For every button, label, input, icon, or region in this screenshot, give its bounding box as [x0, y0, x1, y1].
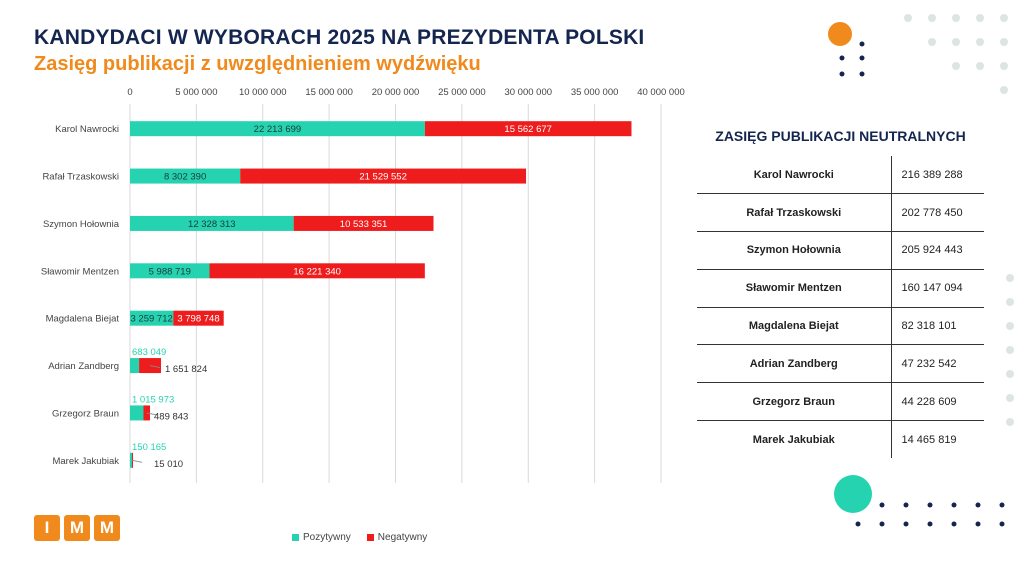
decor-bottom-right	[834, 475, 1005, 527]
candidate-name: Rafał Trzaskowski	[697, 193, 892, 233]
neutral-value: 205 924 443	[891, 231, 984, 270]
leader-line	[146, 412, 157, 416]
data-label-positive: 22 213 699	[254, 124, 302, 135]
y-tick-label: Magdalena Biejat	[46, 314, 120, 325]
neutral-value: 160 147 094	[891, 269, 984, 308]
legend-item-negative: Negatywny	[366, 532, 428, 543]
neutral-value: 82 318 101	[891, 307, 984, 346]
y-tick-label: Szymon Hołownia	[43, 219, 120, 230]
data-label-positive: 12 328 313	[188, 219, 236, 230]
bar-positive	[130, 310, 174, 326]
bar-negative	[424, 121, 632, 137]
data-label-positive: 3 259 712	[131, 314, 173, 325]
candidate-name: Karol Nawrocki	[697, 156, 892, 195]
data-label-negative: 15 562 677	[504, 124, 552, 135]
orange-circle-decor	[828, 22, 852, 46]
logo-letter: M	[64, 515, 90, 541]
y-tick-label: Adrian Zandberg	[48, 361, 119, 372]
bar-chart: 0 5 000 000 10 000 000 15 000 000 20 000 000…	[41, 87, 685, 483]
leader-line	[132, 459, 143, 463]
imm-logo: I M M	[34, 515, 120, 541]
chart-subtitle: Zasięg publikacji z uwzględnieniem wydźw…	[34, 53, 481, 75]
table-row: Karol Nawrocki 216 389 288	[697, 156, 984, 195]
neutral-value: 44 228 609	[891, 382, 984, 422]
bar-positive	[130, 263, 210, 279]
table-row: Szymon Hołownia 205 924 443	[697, 231, 984, 270]
data-label-negative: 489 843	[154, 411, 188, 422]
data-label-positive: 1 015 973	[132, 394, 174, 405]
candidate-name: Marek Jakubiak	[697, 420, 892, 459]
legend-label-positive: Pozytywny	[303, 532, 351, 543]
neutral-value: 47 232 542	[891, 344, 984, 384]
decor-top-right	[828, 14, 1008, 94]
bar-positive	[130, 215, 294, 231]
candidate-name: Grzegorz Braun	[697, 382, 892, 422]
data-label-positive: 8 302 390	[164, 172, 206, 183]
x-tick-label: 35 000 000	[571, 87, 619, 98]
logo-letter: I	[34, 515, 60, 541]
bar-negative	[209, 263, 425, 279]
data-label-negative: 10 533 351	[340, 219, 388, 230]
data-label-negative: 16 221 340	[293, 266, 341, 277]
data-label-positive: 5 988 719	[149, 266, 191, 277]
bar-positive	[130, 168, 241, 184]
bar-positive	[130, 358, 140, 374]
legend-item-positive: Pozytywny	[292, 532, 351, 543]
x-tick-label: 15 000 000	[305, 87, 353, 98]
table-row: Rafał Trzaskowski 202 778 450	[697, 193, 984, 233]
data-label-negative: 1 651 824	[165, 364, 207, 375]
bar-positive	[130, 452, 132, 468]
teal-circle-decor	[834, 475, 872, 513]
candidate-name: Adrian Zandberg	[697, 344, 892, 384]
logo-letter: M	[94, 515, 120, 541]
table-row: Adrian Zandberg 47 232 542	[697, 344, 984, 384]
x-tick-label: 0	[127, 87, 132, 98]
x-tick-label: 20 000 000	[372, 87, 420, 98]
candidate-name: Szymon Hołownia	[697, 231, 892, 270]
data-label-positive: 683 049	[132, 347, 166, 358]
neutral-value: 14 465 819	[901, 433, 957, 446]
data-label-negative: 15 010	[154, 459, 183, 470]
table-row: Marek Jakubiak 14 465 819	[697, 420, 984, 459]
chart-title: KANDYDACI W WYBORACH 2025 NA PREZYDENTA …	[34, 26, 645, 49]
decor-right-side	[1006, 274, 1014, 426]
y-tick-label: Marek Jakubiak	[52, 456, 119, 467]
bar-positive	[130, 121, 425, 137]
y-tick-label: Rafał Trzaskowski	[42, 172, 119, 183]
leader-line	[149, 365, 161, 368]
bar-negative	[293, 215, 434, 231]
bar-negative	[173, 310, 224, 326]
neutral-value: 202 778 450	[891, 193, 984, 233]
data-label-negative: 3 798 748	[177, 314, 219, 325]
legend-swatch-negative	[366, 534, 374, 541]
x-tick-label: 25 000 000	[438, 87, 486, 98]
bar-positive	[130, 405, 144, 421]
bar-negative	[240, 168, 527, 184]
x-tick-label: 30 000 000	[504, 87, 552, 98]
neutral-reach-table: Karol Nawrocki 216 389 288 Rafał Trzaskow…	[697, 156, 984, 459]
x-tick-label: 5 000 000	[175, 87, 217, 98]
y-tick-label: Sławomir Mentzen	[41, 266, 119, 277]
table-row: Grzegorz Braun 44 228 609	[697, 382, 984, 422]
chart-legend: Pozytywny Negatywny	[292, 532, 427, 543]
y-tick-label: Karol Nawrocki	[55, 124, 119, 135]
legend-swatch-positive	[292, 534, 299, 541]
y-tick-label: Grzegorz Braun	[52, 408, 119, 419]
data-label-negative: 21 529 552	[359, 172, 407, 183]
neutral-value: 216 389 288	[891, 156, 984, 195]
legend-label-negative: Negatywny	[377, 532, 428, 543]
x-tick-label: 40 000 000	[637, 87, 685, 98]
neutral-table-title: ZASIĘG PUBLIKACJI NEUTRALNYCH	[715, 128, 966, 144]
table-row: Magdalena Biejat 82 318 101	[697, 307, 984, 346]
data-label-positive: 150 165	[132, 442, 166, 453]
candidate-name: Sławomir Mentzen	[697, 269, 892, 308]
table-row: Sławomir Mentzen 160 147 094	[697, 269, 984, 308]
x-tick-label: 10 000 000	[239, 87, 287, 98]
candidate-name: Magdalena Biejat	[697, 307, 892, 346]
